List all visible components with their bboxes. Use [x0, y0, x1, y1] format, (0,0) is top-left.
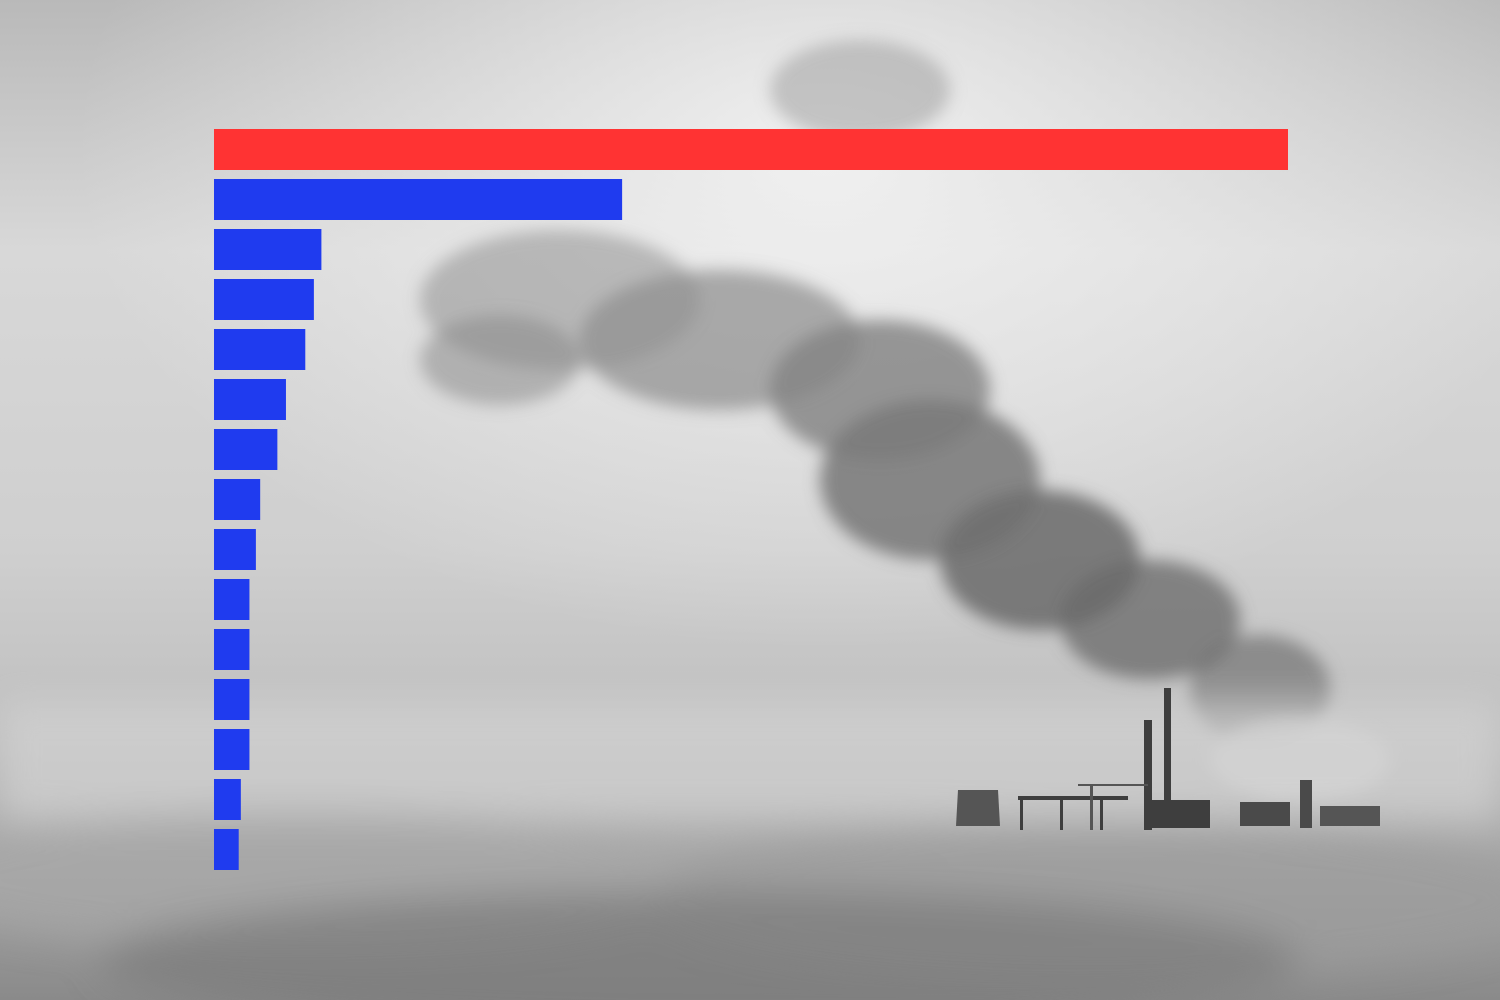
fog-bank: [0, 700, 1500, 1000]
bar-1: [214, 179, 623, 220]
bar-series: [214, 129, 1288, 870]
bar-7: [214, 479, 261, 520]
bar-12: [214, 729, 250, 770]
bar-2: [214, 229, 322, 270]
bar-10: [214, 629, 250, 670]
bar-13: [214, 779, 241, 820]
bar-5: [214, 379, 286, 420]
bar-4: [214, 329, 306, 370]
bar-highlighted: [214, 129, 1288, 170]
power-plant-silhouette: [956, 688, 1380, 830]
bar-9: [214, 579, 250, 620]
bar-11: [214, 679, 250, 720]
bar-3: [214, 279, 314, 320]
bar-8: [214, 529, 256, 570]
bar-14: [214, 829, 239, 870]
bar-6: [214, 429, 278, 470]
